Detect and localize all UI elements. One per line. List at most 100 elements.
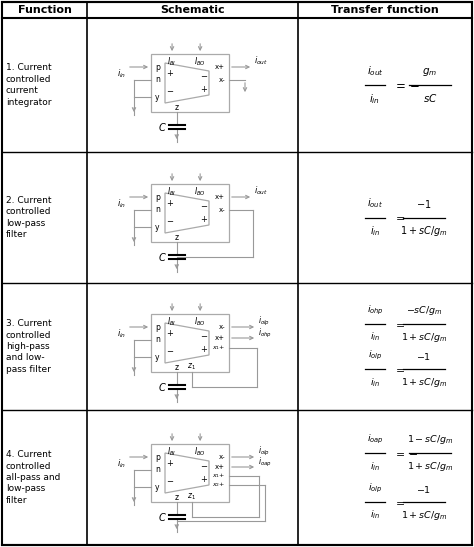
Text: Schematic: Schematic (160, 5, 225, 15)
Text: $i_{olp}$: $i_{olp}$ (258, 445, 270, 457)
Text: x-: x- (219, 207, 225, 213)
Text: x+: x+ (215, 335, 225, 341)
Text: $i_{oap}$: $i_{oap}$ (258, 456, 272, 469)
Text: $-sC / g_m$: $-sC / g_m$ (406, 304, 442, 317)
Text: −: − (166, 347, 173, 357)
Text: $x_1$+: $x_1$+ (211, 344, 225, 352)
Text: $ =$: $ =$ (393, 497, 405, 507)
Text: $i_{olp}$: $i_{olp}$ (368, 350, 382, 362)
Text: $I_{BI}$: $I_{BI}$ (167, 186, 177, 198)
Text: $i_{in}$: $i_{in}$ (370, 509, 380, 521)
Text: n: n (155, 75, 160, 84)
Text: p: p (155, 62, 160, 72)
Text: Function: Function (18, 5, 72, 15)
Text: $i_{in}$: $i_{in}$ (117, 458, 126, 470)
Text: −: − (166, 218, 173, 226)
Text: $I_{BO}$: $I_{BO}$ (194, 56, 206, 68)
Text: −: − (201, 202, 208, 212)
Text: y: y (155, 92, 159, 102)
Text: n: n (155, 465, 160, 474)
Text: $ =$: $ =$ (393, 212, 405, 223)
Text: Transfer function: Transfer function (331, 5, 439, 15)
Text: $C$: $C$ (158, 381, 167, 393)
Text: −: − (166, 478, 173, 486)
Text: x+: x+ (215, 64, 225, 70)
Text: x-: x- (219, 77, 225, 83)
Text: $I_{BO}$: $I_{BO}$ (194, 186, 206, 198)
Text: 2. Current
controlled
low-pass
filter: 2. Current controlled low-pass filter (6, 196, 52, 239)
Bar (151, 314, 229, 372)
Polygon shape (165, 453, 209, 493)
Text: x+: x+ (215, 194, 225, 200)
Text: +: + (166, 459, 173, 468)
Text: $ =$: $ =$ (393, 319, 405, 329)
Polygon shape (165, 193, 209, 233)
Polygon shape (165, 63, 209, 103)
Text: p: p (155, 193, 160, 201)
Text: $i_{in}$: $i_{in}$ (117, 68, 126, 80)
Text: +: + (201, 345, 208, 353)
Text: $i_{ohp}$: $i_{ohp}$ (366, 304, 383, 317)
Text: p: p (155, 323, 160, 331)
Text: 4. Current
controlled
all-pass and
low-pass
filter: 4. Current controlled all-pass and low-p… (6, 450, 60, 505)
Text: −: − (201, 333, 208, 341)
Text: z: z (175, 492, 179, 502)
Text: $I_{BO}$: $I_{BO}$ (194, 316, 206, 328)
Text: $-1$: $-1$ (417, 351, 431, 362)
Polygon shape (165, 323, 209, 363)
Bar (151, 54, 229, 112)
Text: $ = -$: $ = -$ (393, 448, 419, 458)
Text: $z_1$: $z_1$ (187, 362, 196, 373)
Text: n: n (155, 335, 160, 345)
Text: $i_{out}$: $i_{out}$ (254, 55, 268, 67)
Text: $-1$: $-1$ (416, 199, 432, 211)
Text: +: + (166, 200, 173, 208)
Text: y: y (155, 482, 159, 492)
Text: $I_{BO}$: $I_{BO}$ (194, 446, 206, 458)
Text: +: + (201, 214, 208, 224)
Text: $1+sC / g_m$: $1+sC / g_m$ (400, 224, 448, 238)
Text: n: n (155, 206, 160, 214)
Text: +: + (166, 69, 173, 79)
Text: $g_m$: $g_m$ (422, 66, 438, 78)
Text: $i_{in}$: $i_{in}$ (370, 330, 380, 343)
Text: 3. Current
controlled
high-pass
and low-
pass filter: 3. Current controlled high-pass and low-… (6, 319, 52, 374)
Text: $1+sC / g_m$: $1+sC / g_m$ (401, 376, 447, 389)
Text: $i_{out}$: $i_{out}$ (254, 185, 268, 197)
Text: z: z (175, 102, 179, 112)
Text: +: + (166, 329, 173, 339)
Text: $1+sC / g_m$: $1+sC / g_m$ (401, 330, 447, 344)
Text: y: y (155, 223, 159, 231)
Bar (151, 184, 229, 242)
Text: −: − (166, 88, 173, 96)
Text: $i_{out}$: $i_{out}$ (367, 197, 383, 211)
Text: $sC$: $sC$ (423, 92, 438, 104)
Text: $C$: $C$ (158, 251, 167, 263)
Text: $C$: $C$ (158, 511, 167, 523)
Text: $1+sC / g_m$: $1+sC / g_m$ (401, 509, 447, 522)
Text: $i_{out}$: $i_{out}$ (366, 64, 383, 78)
Text: x-: x- (219, 324, 225, 330)
Text: $i_{in}$: $i_{in}$ (370, 460, 380, 473)
Text: 1. Current
controlled
current
integrator: 1. Current controlled current integrator (6, 63, 52, 107)
Text: −: − (201, 463, 208, 472)
Text: $i_{in}$: $i_{in}$ (370, 376, 380, 389)
Text: $ =$: $ =$ (393, 364, 405, 374)
Text: $1+sC / g_m$: $1+sC / g_m$ (407, 460, 453, 473)
Text: $i_{in}$: $i_{in}$ (117, 198, 126, 210)
Text: $I_{BI}$: $I_{BI}$ (167, 56, 177, 68)
Text: $-1$: $-1$ (417, 484, 431, 495)
Text: $z_1$: $z_1$ (187, 492, 196, 502)
Text: x+: x+ (215, 464, 225, 470)
Text: −: − (201, 73, 208, 82)
Text: $i_{in}$: $i_{in}$ (370, 92, 381, 106)
Text: $I_{BI}$: $I_{BI}$ (167, 446, 177, 458)
Text: z: z (175, 363, 179, 371)
Text: $i_{olp}$: $i_{olp}$ (368, 482, 382, 495)
Text: p: p (155, 452, 160, 462)
Text: $i_{in}$: $i_{in}$ (117, 328, 126, 340)
Bar (151, 444, 229, 502)
Text: $I_{BI}$: $I_{BI}$ (167, 316, 177, 328)
Text: $1-sC / g_m$: $1-sC / g_m$ (407, 433, 453, 446)
Text: $i_{olp}$: $i_{olp}$ (258, 315, 270, 328)
